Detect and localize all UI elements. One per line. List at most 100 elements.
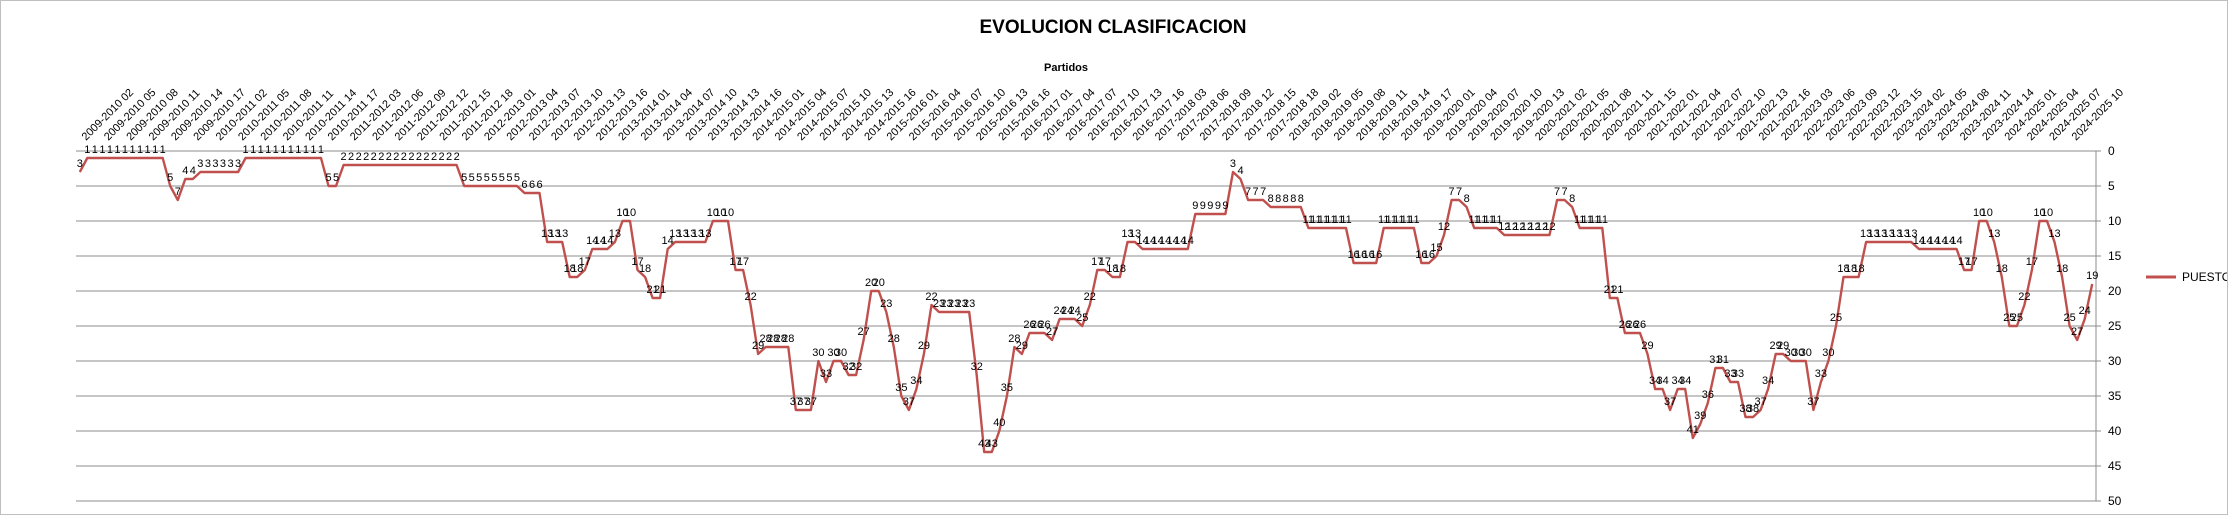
data-label: 34 bbox=[1656, 375, 1668, 387]
data-label: 38 bbox=[1739, 403, 1751, 415]
data-label: 13 bbox=[1875, 228, 1887, 240]
data-label: 29 bbox=[1777, 340, 1789, 352]
data-label: 2 bbox=[431, 151, 437, 163]
data-label: 37 bbox=[903, 396, 915, 408]
data-label: 10 bbox=[2033, 207, 2045, 219]
data-label: 6 bbox=[536, 179, 542, 191]
data-label: 29 bbox=[1770, 340, 1782, 352]
y-tick-label: 5 bbox=[2108, 179, 2115, 193]
data-label: 24 bbox=[1061, 305, 1073, 317]
data-label: 5 bbox=[333, 172, 339, 184]
data-label: 2 bbox=[371, 151, 377, 163]
data-label: 18 bbox=[1114, 263, 1126, 275]
data-label: 24 bbox=[1069, 305, 1081, 317]
data-label: 2 bbox=[454, 151, 460, 163]
data-label: 2 bbox=[408, 151, 414, 163]
data-label: 3 bbox=[220, 158, 226, 170]
data-label: 8 bbox=[1298, 193, 1304, 205]
data-label: 13 bbox=[609, 228, 621, 240]
data-label: 14 bbox=[1950, 235, 1962, 247]
y-tick-label: 45 bbox=[2108, 459, 2122, 473]
data-label: 26 bbox=[1038, 319, 1050, 331]
data-label: 3 bbox=[197, 158, 203, 170]
data-label: 14 bbox=[1928, 235, 1940, 247]
data-label: 32 bbox=[850, 361, 862, 373]
data-label: 34 bbox=[1762, 375, 1774, 387]
data-label: 13 bbox=[677, 228, 689, 240]
data-label: 13 bbox=[1890, 228, 1902, 240]
data-label: 26 bbox=[1634, 319, 1646, 331]
data-label: 5 bbox=[469, 172, 475, 184]
data-label: 2 bbox=[348, 151, 354, 163]
data-label: 16 bbox=[1370, 249, 1382, 261]
data-label: 26 bbox=[1626, 319, 1638, 331]
data-label: 8 bbox=[1268, 193, 1274, 205]
data-label: 11 bbox=[1597, 214, 1608, 226]
data-label: 28 bbox=[1008, 333, 1020, 345]
data-label: 41 bbox=[1687, 424, 1699, 436]
data-label: 23 bbox=[880, 298, 892, 310]
data-label: 16 bbox=[1363, 249, 1375, 261]
data-label: 10 bbox=[714, 207, 726, 219]
data-label: 11 bbox=[1582, 214, 1593, 226]
data-label: 13 bbox=[541, 228, 553, 240]
data-label: 11 bbox=[1589, 214, 1600, 226]
data-label: 29 bbox=[1016, 340, 1028, 352]
data-label: 30 bbox=[1792, 347, 1804, 359]
data-label: 1 bbox=[152, 144, 158, 156]
data-label: 12 bbox=[1513, 221, 1525, 233]
data-label: 14 bbox=[1167, 235, 1179, 247]
data-label: 11 bbox=[1310, 214, 1321, 226]
data-label: 23 bbox=[933, 298, 945, 310]
data-label: 30 bbox=[1785, 347, 1797, 359]
data-label: 37 bbox=[1754, 396, 1766, 408]
data-label: 14 bbox=[1935, 235, 1947, 247]
data-label: 7 bbox=[1245, 186, 1251, 198]
data-label: 17 bbox=[729, 256, 741, 268]
data-label: 1 bbox=[84, 144, 90, 156]
data-label: 1 bbox=[303, 144, 309, 156]
data-label: 7 bbox=[1554, 186, 1560, 198]
data-label: 24 bbox=[1053, 305, 1065, 317]
data-label: 5 bbox=[484, 172, 490, 184]
data-label: 10 bbox=[1973, 207, 1985, 219]
data-label: 34 bbox=[1679, 375, 1691, 387]
data-label: 1 bbox=[265, 144, 271, 156]
data-label: 17 bbox=[1966, 256, 1978, 268]
data-label: 11 bbox=[1401, 214, 1412, 226]
data-label: 32 bbox=[971, 361, 983, 373]
data-label: 14 bbox=[1920, 235, 1932, 247]
data-label: 21 bbox=[1604, 284, 1616, 296]
data-label: 31 bbox=[1709, 354, 1721, 366]
data-label: 25 bbox=[2003, 312, 2015, 324]
data-label: 18 bbox=[1837, 263, 1849, 275]
data-label: 30 bbox=[1800, 347, 1812, 359]
data-label: 26 bbox=[1023, 319, 1035, 331]
data-label: 40 bbox=[993, 417, 1005, 429]
data-label: 14 bbox=[1136, 235, 1148, 247]
data-label: 1 bbox=[122, 144, 128, 156]
data-label: 23 bbox=[940, 298, 952, 310]
data-label: 26 bbox=[1619, 319, 1631, 331]
chart-title: EVOLUCION CLASIFICACION bbox=[979, 17, 1246, 38]
data-label: 10 bbox=[707, 207, 719, 219]
data-label: 14 bbox=[1159, 235, 1171, 247]
data-label: 28 bbox=[775, 333, 787, 345]
data-label: 11 bbox=[1476, 214, 1487, 226]
data-label: 14 bbox=[1182, 235, 1194, 247]
data-label: 16 bbox=[1347, 249, 1359, 261]
data-label: 11 bbox=[1408, 214, 1419, 226]
data-label: 1 bbox=[145, 144, 151, 156]
data-label: 9 bbox=[1222, 200, 1228, 212]
data-label: 5 bbox=[476, 172, 482, 184]
data-label: 13 bbox=[548, 228, 560, 240]
x-axis-label: Partidos bbox=[1044, 62, 1088, 74]
data-label: 37 bbox=[1807, 396, 1819, 408]
data-label: 13 bbox=[1988, 228, 2000, 240]
data-label: 3 bbox=[205, 158, 211, 170]
data-label: 29 bbox=[918, 340, 930, 352]
data-label: 1 bbox=[99, 144, 105, 156]
data-label: 5 bbox=[167, 172, 173, 184]
